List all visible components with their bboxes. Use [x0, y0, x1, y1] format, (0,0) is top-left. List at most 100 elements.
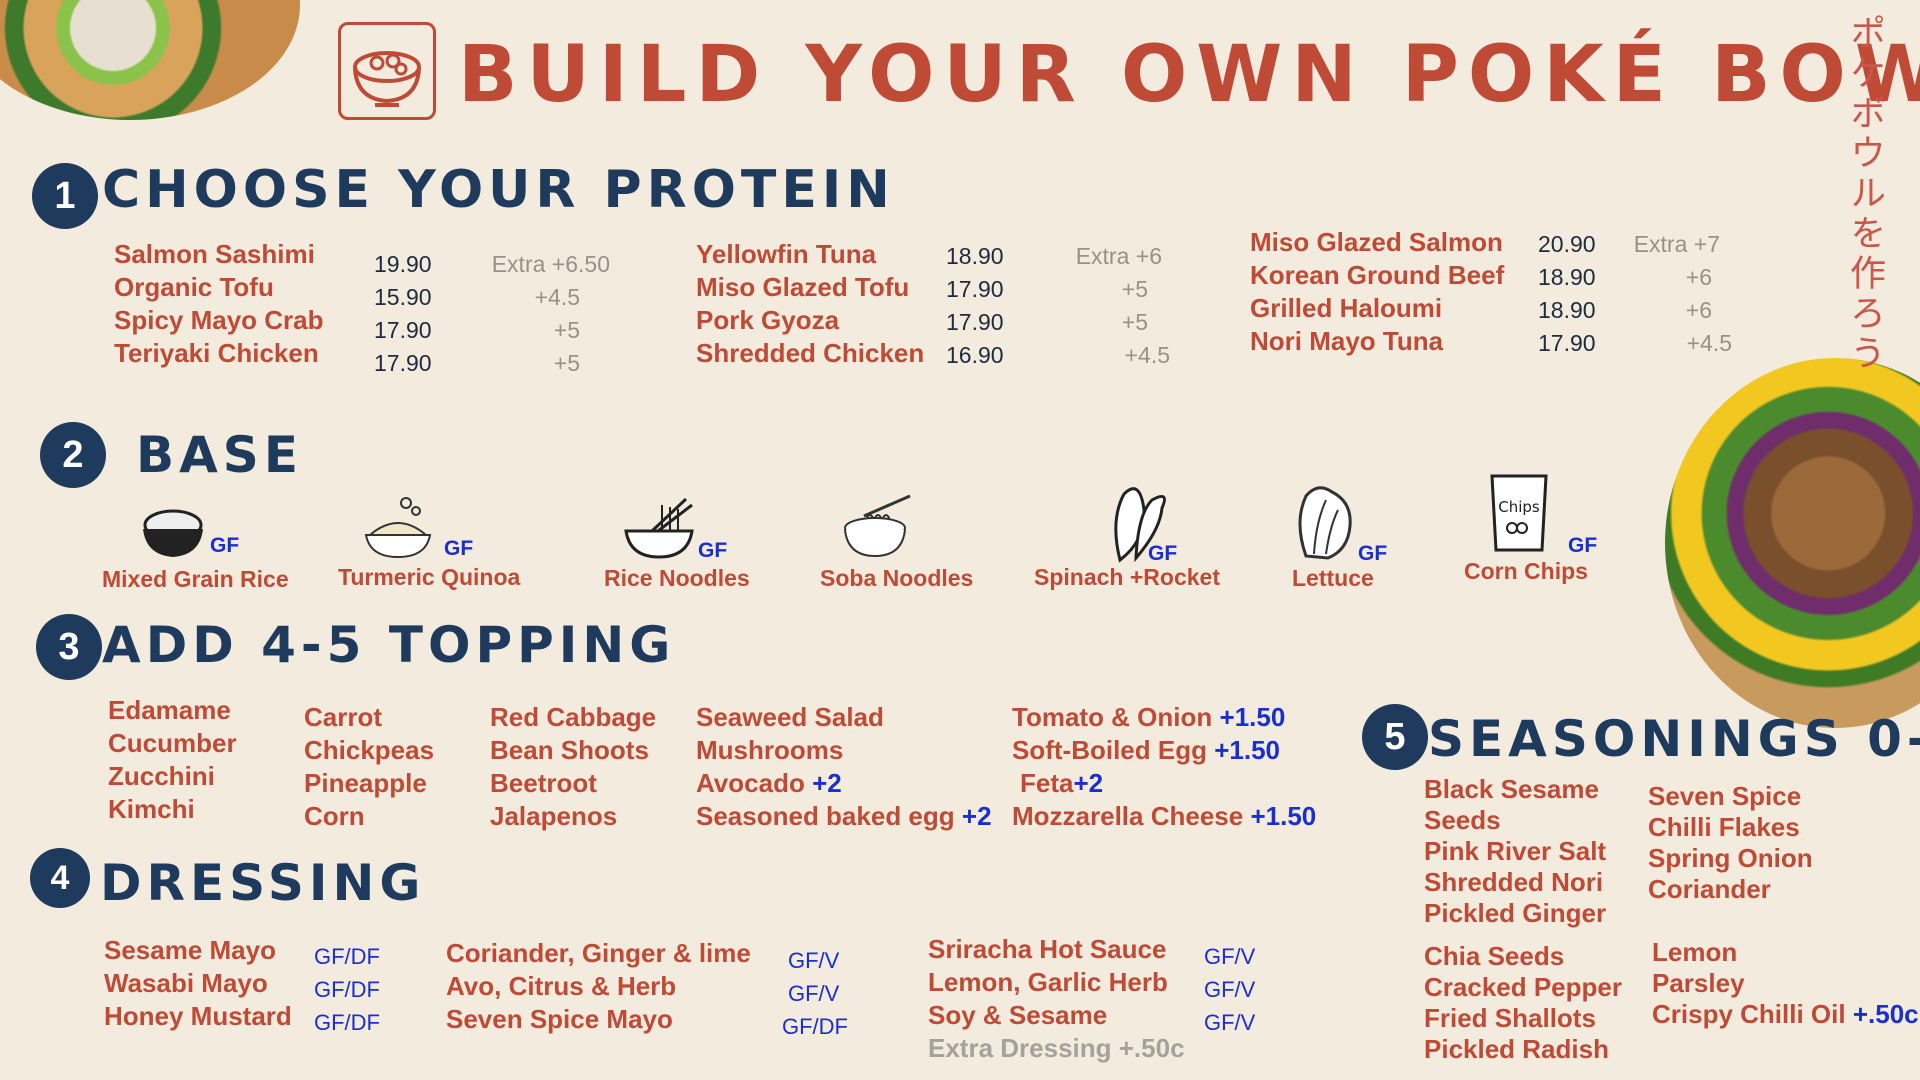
- seasoning-item: Seven Spice: [1648, 781, 1802, 811]
- protein-price-col-2: 18.90 17.90 17.90 16.90: [946, 240, 1004, 372]
- dressing-item: Honey Mustard: [104, 1001, 292, 1031]
- topping-heading: ADD 4-5 TOPPING: [102, 616, 676, 674]
- seasoning-item: Shredded Nori: [1424, 867, 1604, 897]
- topping-name: Tomato & Onion: [1012, 702, 1213, 732]
- topping-name: Soft-Boiled Egg: [1012, 735, 1207, 765]
- base-item-label: Soba Noodles: [820, 565, 974, 591]
- japanese-caption: ポケボウルを作ろう: [1844, 14, 1885, 374]
- dressing-item: Sriracha Hot Sauce: [928, 934, 1167, 964]
- gf-tag: GF: [698, 539, 728, 562]
- protein-extra: Extra +7: [1633, 231, 1720, 257]
- topping-item: Kimchi: [108, 794, 195, 824]
- lettuce-icon: [1292, 482, 1360, 565]
- topping-extra: +1.50: [1219, 702, 1286, 732]
- dressing-item: Avo, Citrus & Herb: [446, 971, 677, 1001]
- soba-bowl-icon: [838, 490, 912, 567]
- topping-item: Chickpeas: [304, 735, 435, 765]
- base-item-label: Spinach +Rocket: [1034, 564, 1220, 590]
- seasoning-item: Crispy Chilli Oil +.50c: [1652, 999, 1919, 1030]
- dressing-tag: GF/DF: [314, 977, 380, 1002]
- protein-extra-col-3: Extra +7 +6 +6 +4.5: [1622, 228, 1732, 360]
- extra-dressing-note: Extra Dressing +.50c: [928, 1033, 1185, 1063]
- protein-price: 17.90: [946, 309, 1004, 335]
- dressing-item: Soy & Sesame: [928, 1000, 1108, 1030]
- gf-tag: GF: [1148, 542, 1178, 565]
- protein-heading: CHOOSE YOUR PROTEIN: [102, 160, 895, 220]
- protein-name: Grilled Haloumi: [1250, 293, 1443, 323]
- protein-price-col-3: 20.90 18.90 18.90 17.90: [1538, 228, 1596, 360]
- protein-price: 16.90: [946, 342, 1004, 368]
- protein-extra: +6: [1685, 264, 1712, 290]
- base-item-label: Turmeric Quinoa: [338, 564, 521, 590]
- protein-name: Salmon Sashimi: [114, 239, 315, 269]
- topping-item: Jalapenos: [490, 801, 618, 831]
- quinoa-bowl-icon: [362, 495, 434, 566]
- section-number-badge: 4: [30, 848, 90, 908]
- dressing-tag: GF/DF: [314, 1010, 380, 1035]
- gf-tag: GF: [444, 537, 474, 560]
- protein-price: 20.90: [1538, 231, 1596, 257]
- protein-extra-col-2: Extra +6 +5 +5 +4.5: [1060, 240, 1170, 372]
- protein-extra: Extra +6: [1075, 243, 1162, 269]
- topping-item: Beetroot: [490, 768, 597, 798]
- dressing-item: Seven Spice Mayo: [446, 1004, 673, 1034]
- seasoning-item: Pink River Salt: [1424, 836, 1607, 866]
- topping-item: Tomato & Onion +1.50: [1012, 701, 1316, 734]
- seasoning-item: Parsley: [1652, 968, 1745, 998]
- protein-col-2: Yellowfin Tuna Miso Glazed Tofu Pork Gyo…: [696, 238, 924, 370]
- topping-col-4: Seaweed Salad Mushrooms Avocado +2 Seaso…: [696, 701, 992, 833]
- section-number-badge: 3: [36, 614, 102, 680]
- seasonings-col-2b: Lemon Parsley Crispy Chilli Oil +.50c: [1652, 937, 1919, 1030]
- dressing-col-3: Sriracha Hot Sauce Lemon, Garlic Herb So…: [928, 933, 1185, 1065]
- dressing-col-2: Coriander, Ginger & lime Avo, Citrus & H…: [446, 937, 751, 1036]
- dressing-col-1: Sesame Mayo Wasabi Mayo Honey Mustard: [104, 934, 292, 1033]
- protein-extra: +4.5: [1124, 342, 1170, 368]
- topping-extra: +2: [961, 801, 992, 831]
- protein-extra: +6: [1685, 297, 1712, 323]
- topping-item: Mushrooms: [696, 734, 992, 767]
- topping-item: Zucchini: [108, 761, 215, 791]
- dressing-item: Lemon, Garlic Herb: [928, 967, 1168, 997]
- topping-name: Seaweed Salad: [696, 702, 884, 732]
- protein-price: 17.90: [1538, 330, 1596, 356]
- seasonings-col-1a: Black Sesame Seeds Pink River Salt Shred…: [1424, 774, 1606, 929]
- protein-price-col-1: 19.90 15.90 17.90 17.90: [374, 248, 432, 380]
- base-item-label: Lettuce: [1292, 565, 1374, 591]
- seasoning-item: Spring Onion: [1648, 843, 1813, 873]
- topping-name: Feta: [1020, 768, 1074, 798]
- topping-item: Edamame: [108, 695, 231, 725]
- protein-col-1: Salmon Sashimi Organic Tofu Spicy Mayo C…: [114, 238, 324, 370]
- topping-item: Red Cabbage: [490, 702, 657, 732]
- seasoning-item: Pickled Radish: [1424, 1034, 1609, 1064]
- topping-col-3: Red Cabbage Bean Shoots Beetroot Jalapen…: [490, 701, 656, 833]
- topping-item: Avocado +2: [696, 767, 992, 800]
- seasoning-item: Chilli Flakes: [1648, 812, 1800, 842]
- protein-name: Teriyaki Chicken: [114, 338, 319, 368]
- topping-item: Bean Shoots: [490, 735, 649, 765]
- seasoning-item: Pickled Ginger: [1424, 898, 1607, 928]
- protein-name: Korean Ground Beef: [1250, 260, 1505, 290]
- bowl-photo-top-left: [0, 0, 300, 120]
- dressing-tag: GF/V: [1204, 944, 1256, 969]
- seasoning-item: Chia Seeds: [1424, 941, 1565, 971]
- protein-extra: +5: [553, 317, 580, 343]
- chips-bag-icon: Chips: [1484, 472, 1554, 559]
- base-item-label: Mixed Grain Rice: [102, 566, 289, 592]
- dressing-item: Coriander, Ginger & lime: [446, 938, 751, 968]
- dressing-item: Wasabi Mayo: [104, 968, 268, 998]
- protein-extra: +5: [553, 350, 580, 376]
- protein-name: Nori Mayo Tuna: [1250, 326, 1444, 356]
- section-number-badge: 1: [32, 163, 98, 229]
- topping-col-5: Tomato & Onion +1.50 Soft-Boiled Egg +1.…: [1012, 701, 1316, 833]
- topping-extra: +1.50: [1250, 801, 1317, 831]
- protein-name: Shredded Chicken: [696, 338, 925, 368]
- protein-extra-col-1: Extra +6.50 +4.5 +5 +5: [486, 248, 610, 380]
- dressing-tags-1: GF/DF GF/DF GF/DF: [314, 940, 380, 1039]
- seasonings-col-2a: Seven Spice Chilli Flakes Spring Onion C…: [1648, 781, 1813, 905]
- protein-col-3: Miso Glazed Salmon Korean Ground Beef Gr…: [1250, 226, 1504, 358]
- topping-item: Seaweed Salad: [696, 701, 992, 734]
- protein-price: 18.90: [1538, 264, 1596, 290]
- seasonings-heading: SEASONINGS 0-3: [1428, 710, 1920, 768]
- seasoning-item: Cracked Pepper: [1424, 972, 1622, 1002]
- protein-price: 17.90: [946, 276, 1004, 302]
